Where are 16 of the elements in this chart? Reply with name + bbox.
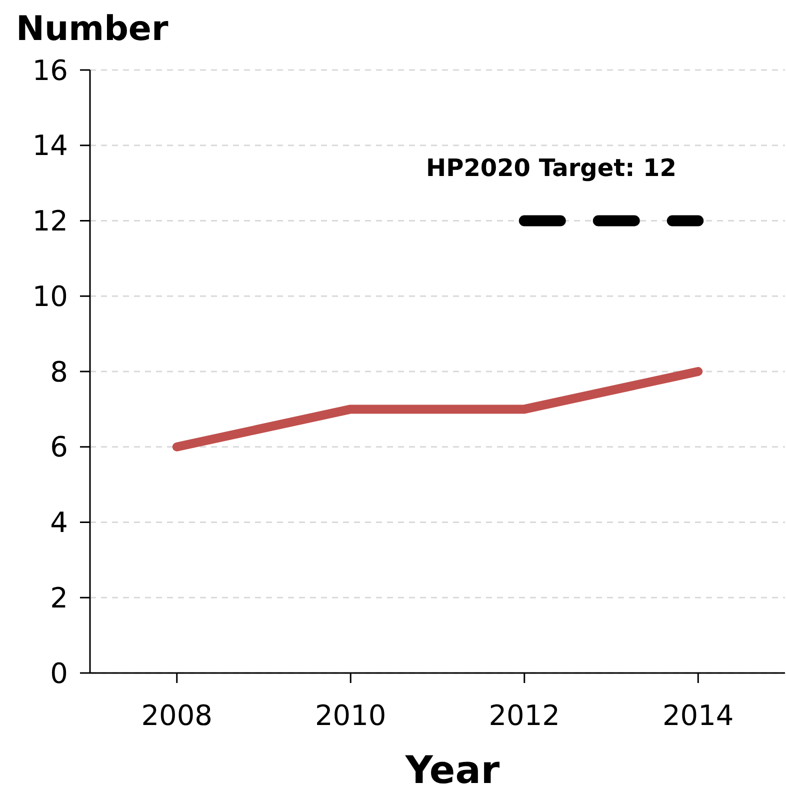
x-tick-label: 2008: [141, 699, 213, 732]
y-tick-label: 4: [50, 506, 68, 540]
y-tick-label: 10: [32, 280, 68, 313]
y-tick-label: 16: [32, 54, 68, 87]
x-tick-label: 2012: [488, 699, 560, 732]
x-tick-label: 2010: [314, 699, 386, 732]
x-tick-label: 2014: [662, 699, 734, 732]
y-tick-label: 12: [32, 204, 68, 238]
y-tick-label: 6: [50, 430, 68, 464]
y-tick-label: 0: [50, 656, 68, 690]
y-tick-label: 2: [50, 581, 68, 614]
x-axis-title: Year: [404, 748, 500, 788]
y-axis-title: Number: [16, 9, 168, 49]
y-tick-label: 8: [50, 355, 68, 388]
y-tick-label: 14: [32, 129, 68, 162]
annotation: HP2020 Target: 12: [426, 154, 676, 182]
